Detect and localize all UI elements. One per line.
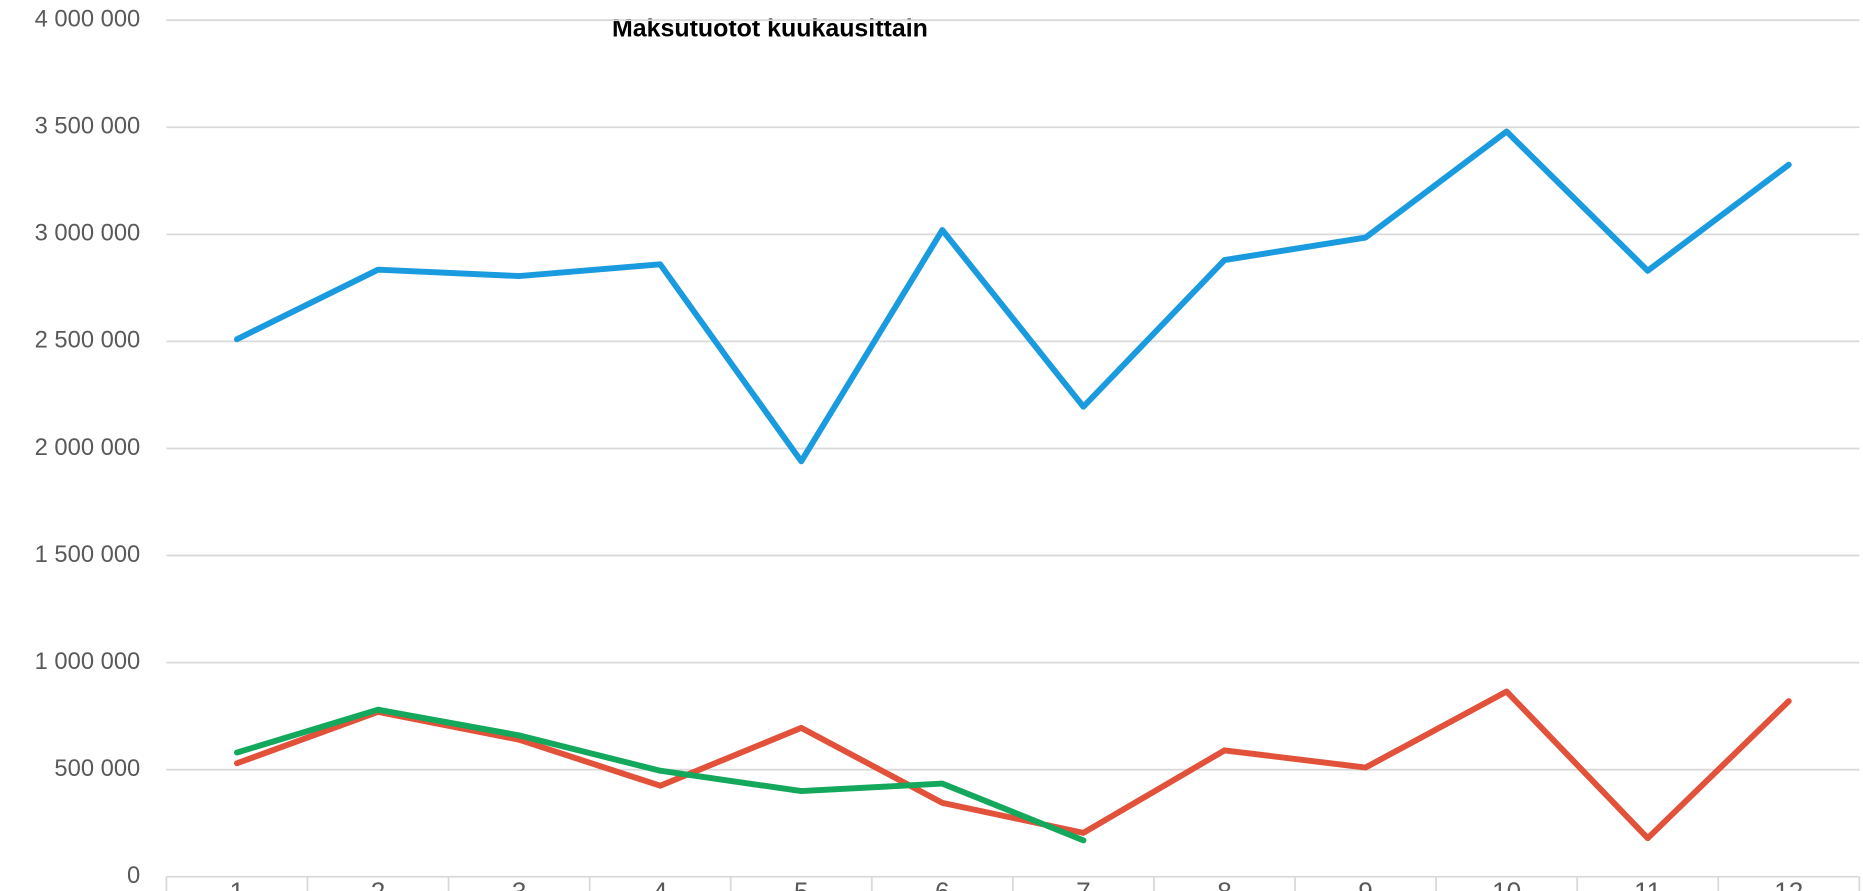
y-tick-label: 0 [127,862,140,889]
x-tick-label: 1 [230,877,245,891]
x-tick-label: 11 [1634,877,1661,891]
x-tick-label: 7 [1076,877,1091,891]
x-tick-label: 6 [935,877,950,891]
y-tick-label: 1 500 000 [35,541,141,568]
y-tick-label: 2 000 000 [35,434,141,461]
y-tick-label: 3 000 000 [35,220,141,247]
x-tick-label: 3 [512,877,527,891]
x-tick-label: 5 [794,877,809,891]
x-tick-label: 2 [371,877,386,891]
y-tick-label: 3 500 000 [35,113,141,140]
x-tick-label: 4 [653,877,668,891]
y-tick-label: 4 000 000 [35,5,141,32]
x-tick-label: 8 [1217,877,1232,891]
line-series [233,128,1792,465]
x-tick-label: 12 [1774,877,1803,891]
chart-title: Maksutuotot kuukausittain [612,14,928,42]
x-tick-label: 10 [1492,877,1521,891]
y-tick-label: 2 500 000 [35,327,141,354]
line-series [233,688,1792,842]
y-tick-label: 500 000 [54,755,140,782]
x-tick-label: 9 [1358,877,1373,891]
line-series [233,706,1087,844]
y-tick-label: 1 000 000 [35,648,141,675]
